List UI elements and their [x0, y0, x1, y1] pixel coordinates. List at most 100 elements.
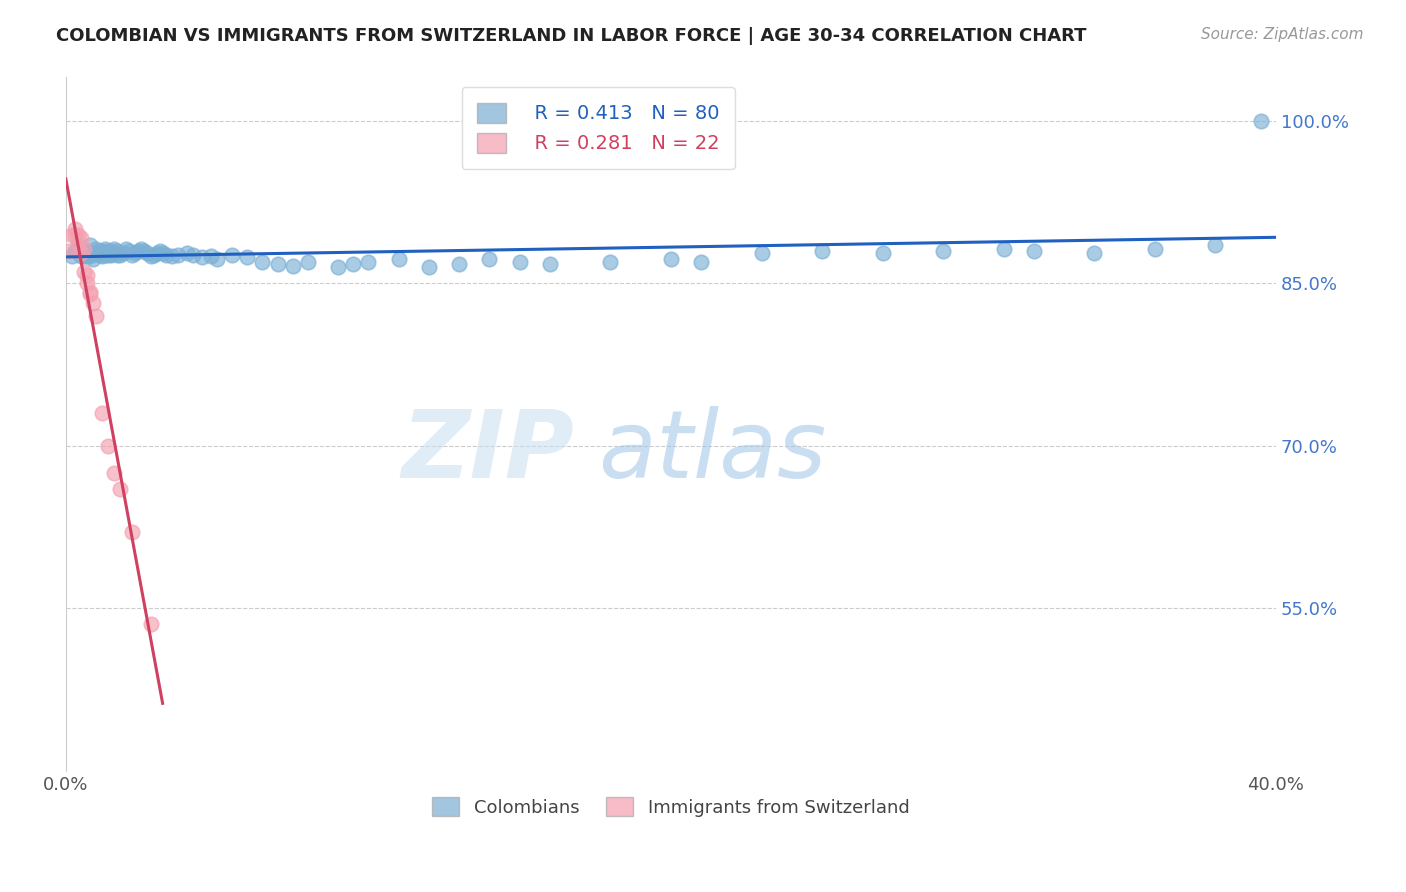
Legend: Colombians, Immigrants from Switzerland: Colombians, Immigrants from Switzerland [425, 790, 917, 824]
Point [70, 244, 93, 258]
Point [84, 246, 107, 260]
Point [76, 249, 98, 263]
Point [357, 254, 380, 268]
Point [76, 277, 98, 291]
Point [63, 227, 86, 242]
Point [97, 439, 120, 453]
Point [538, 257, 561, 271]
Point [82, 246, 104, 260]
Point [205, 252, 228, 267]
Point [73, 249, 96, 263]
Point [103, 242, 125, 256]
Point [131, 242, 153, 256]
Point [932, 244, 955, 258]
Point [110, 248, 132, 262]
Point [79, 287, 101, 301]
Point [281, 259, 304, 273]
Point [105, 248, 128, 262]
Text: ZIP: ZIP [401, 406, 574, 498]
Point [236, 250, 259, 264]
Point [76, 268, 98, 282]
Point [121, 248, 143, 262]
Text: atlas: atlas [599, 406, 827, 498]
Point [136, 246, 159, 260]
Point [690, 254, 713, 268]
Point [84, 242, 107, 256]
Point [449, 257, 471, 271]
Point [100, 248, 122, 262]
Point [139, 617, 162, 632]
Point [1250, 113, 1272, 128]
Point [191, 250, 214, 264]
Point [87, 244, 110, 258]
Point [509, 254, 531, 268]
Point [100, 244, 122, 258]
Point [326, 260, 349, 274]
Point [176, 246, 198, 260]
Point [91, 244, 114, 258]
Point [1204, 238, 1226, 252]
Point [115, 242, 138, 256]
Point [70, 246, 93, 260]
Text: Source: ZipAtlas.com: Source: ZipAtlas.com [1201, 27, 1364, 42]
Point [79, 249, 101, 263]
Point [139, 249, 162, 263]
Point [66, 238, 89, 252]
Point [103, 246, 125, 260]
Point [94, 242, 117, 256]
Point [166, 248, 188, 262]
Point [124, 246, 146, 260]
Point [599, 254, 621, 268]
Point [63, 222, 86, 236]
Point [342, 257, 364, 271]
Point [418, 260, 440, 274]
Point [60, 227, 83, 242]
Point [87, 248, 110, 262]
Point [76, 244, 98, 258]
Point [221, 248, 243, 262]
Point [91, 406, 114, 420]
Point [118, 244, 141, 258]
Point [82, 252, 104, 267]
Point [387, 252, 409, 267]
Point [110, 482, 132, 496]
Point [872, 246, 894, 260]
Point [145, 246, 167, 260]
Point [121, 525, 143, 540]
Point [811, 244, 834, 258]
Point [297, 254, 319, 268]
Point [266, 257, 288, 271]
Point [1083, 246, 1105, 260]
Point [478, 252, 501, 267]
Point [66, 227, 89, 242]
Point [1022, 244, 1045, 258]
Point [73, 242, 96, 256]
Point [63, 244, 86, 258]
Point [66, 238, 89, 252]
Point [73, 265, 96, 279]
Point [149, 244, 172, 258]
Point [152, 246, 174, 260]
Point [181, 248, 204, 262]
Point [103, 466, 125, 480]
Point [79, 238, 101, 252]
Point [160, 249, 183, 263]
Point [58, 244, 80, 258]
Point [97, 248, 120, 262]
Point [94, 248, 117, 262]
Point [993, 242, 1015, 256]
Point [751, 246, 773, 260]
Point [91, 249, 114, 263]
Point [112, 246, 135, 260]
Point [97, 244, 120, 258]
Point [70, 231, 93, 245]
Point [105, 244, 128, 258]
Point [1143, 242, 1166, 256]
Point [659, 252, 682, 267]
Point [134, 244, 156, 258]
Point [60, 249, 83, 263]
Point [155, 248, 177, 262]
Point [70, 249, 93, 263]
Point [200, 249, 222, 263]
Point [142, 248, 165, 262]
